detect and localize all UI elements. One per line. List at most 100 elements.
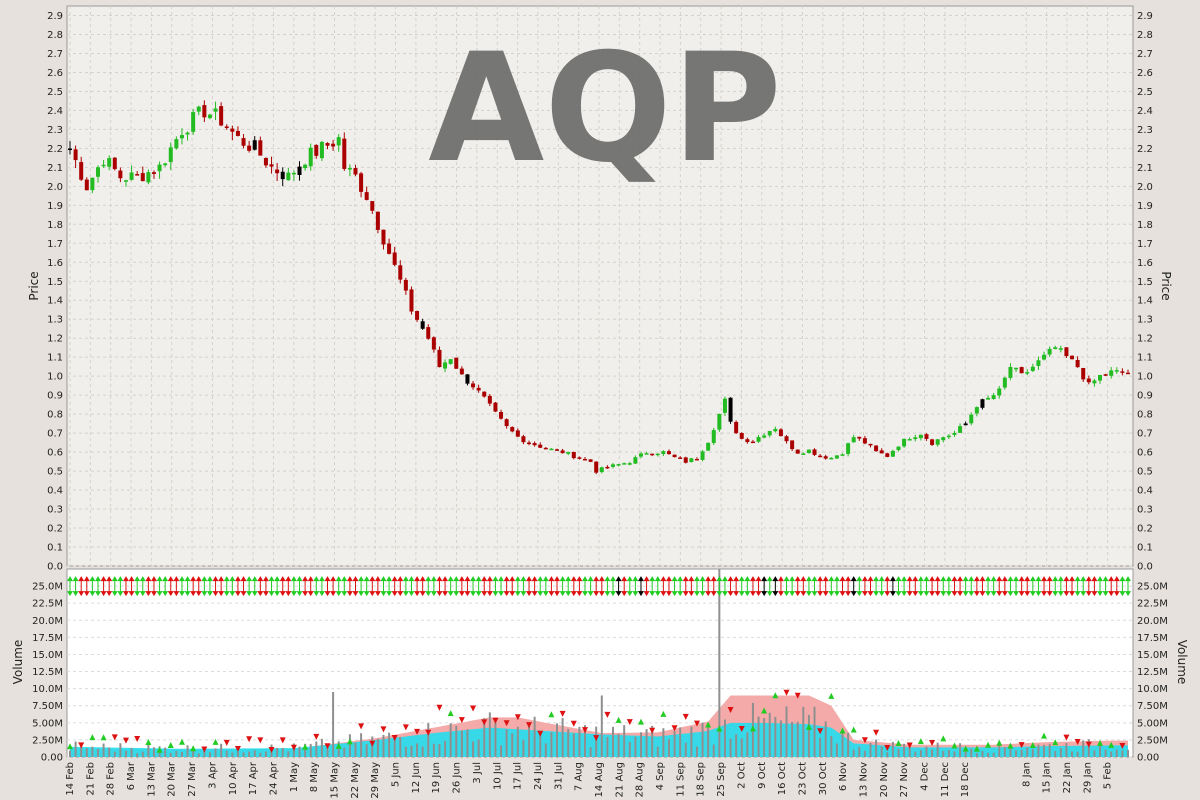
x-tick-label: 11 Dec [940,762,951,797]
x-tick-label: 22 May [350,762,361,799]
signal-arrow-down [576,591,583,597]
x-tick-label: 20 Nov [879,762,890,798]
signal-arrow-down [414,591,421,597]
signal-arrow-down [335,591,342,597]
candle-body [151,172,156,174]
signal-arrow-down [1013,591,1020,597]
candle-body [1042,354,1047,360]
volume-axis-label-left: Volume [11,640,25,685]
volume-marker [223,739,230,746]
signal-arrow-down [945,591,952,597]
candle-body [1086,378,1091,383]
price-tick-label: 1.5 [1137,277,1153,288]
volume-marker [705,721,712,728]
candle-body [431,337,436,350]
x-tick-label: 24 Jul [533,762,544,790]
signal-arrow-down [1024,591,1031,597]
candle-body [790,440,795,450]
volume-marker [156,746,163,753]
signal-arrow-down [419,591,426,597]
signal-arrow-up [693,576,700,582]
volume-marker [660,710,667,717]
candle-body [555,449,560,451]
signal-arrow-down [884,591,891,597]
signal-arrow-down [990,591,997,597]
volume-marker [78,742,85,749]
volume-marker [167,742,174,749]
signal-arrow-up [1085,576,1092,582]
signal-arrow-down [229,591,236,597]
signal-arrow-up [609,576,616,582]
candle-body [129,172,134,180]
candle-body [1008,367,1013,378]
volume-marker [436,704,443,711]
signal-arrow-down [178,591,185,597]
price-tick-label: 2.0 [47,182,63,193]
signal-arrow-up [1097,576,1104,582]
price-tick-label: 0.3 [1137,505,1153,516]
signal-arrow-up [414,576,421,582]
volume-marker [234,745,241,752]
candle-body [319,141,324,159]
signal-arrow-down [761,591,768,597]
candle-body [263,158,268,166]
candle-body [829,457,834,460]
signal-arrow-up [973,576,980,582]
signal-arrow-down [598,591,605,597]
candle-body [90,177,95,191]
volume-marker [671,725,678,732]
candle-body [560,450,565,454]
price-tick-label: 1.0 [47,372,63,383]
signal-arrow-down [1102,591,1109,597]
candle-body [941,437,946,441]
signal-arrow-up [503,576,510,582]
signal-arrow-up [240,576,247,582]
signal-arrow-up [822,576,829,582]
signal-arrow-down [733,591,740,597]
candle-body [706,442,711,451]
candle-body [543,447,548,450]
x-tick-label: 27 Mar [187,761,198,797]
signal-arrow-up [1102,576,1109,582]
volume-tick-label: 7.50M [1137,701,1168,712]
signal-arrow-up [386,576,393,582]
candle-body [381,229,386,245]
signal-arrow-up [856,576,863,582]
signal-arrow-up [442,576,449,582]
volume-marker [212,738,219,745]
signal-arrow-down [447,591,454,597]
x-tick-label: 29 May [370,762,381,799]
volume-tick-label: 5.00M [32,718,63,729]
signal-arrow-up [246,576,253,582]
candle-body [247,145,252,151]
candle-body [415,311,420,320]
signal-arrow-down [514,591,521,597]
signal-arrow-up [324,576,331,582]
candle-body [420,321,425,329]
candle-body [79,162,84,180]
signal-arrow-down [940,591,947,597]
candle-body [1030,366,1035,371]
volume-marker [201,746,208,753]
x-tick-label: 15 Jan [1042,762,1053,793]
signal-arrow-down [973,591,980,597]
candle-body [722,398,727,413]
x-tick-label: 17 Apr [248,761,259,795]
volume-marker [290,744,297,751]
volume-marker [973,745,980,752]
signal-arrow-up [968,576,975,582]
signal-arrow-up [1035,576,1042,582]
candle-body [191,112,196,132]
signal-arrow-up [307,576,314,582]
x-tick-label: 29 Jan [1082,762,1093,793]
volume-avg-long-area [70,695,1128,757]
signal-arrow-down [531,591,538,597]
candle-body [594,461,599,473]
volume-marker [1018,742,1025,749]
x-tick-label: 1 May [289,762,300,792]
volume-marker [761,707,768,714]
signal-arrow-up [520,576,527,582]
candle-body [1058,348,1063,350]
candle-body [638,453,643,457]
signal-arrow-down [475,591,482,597]
